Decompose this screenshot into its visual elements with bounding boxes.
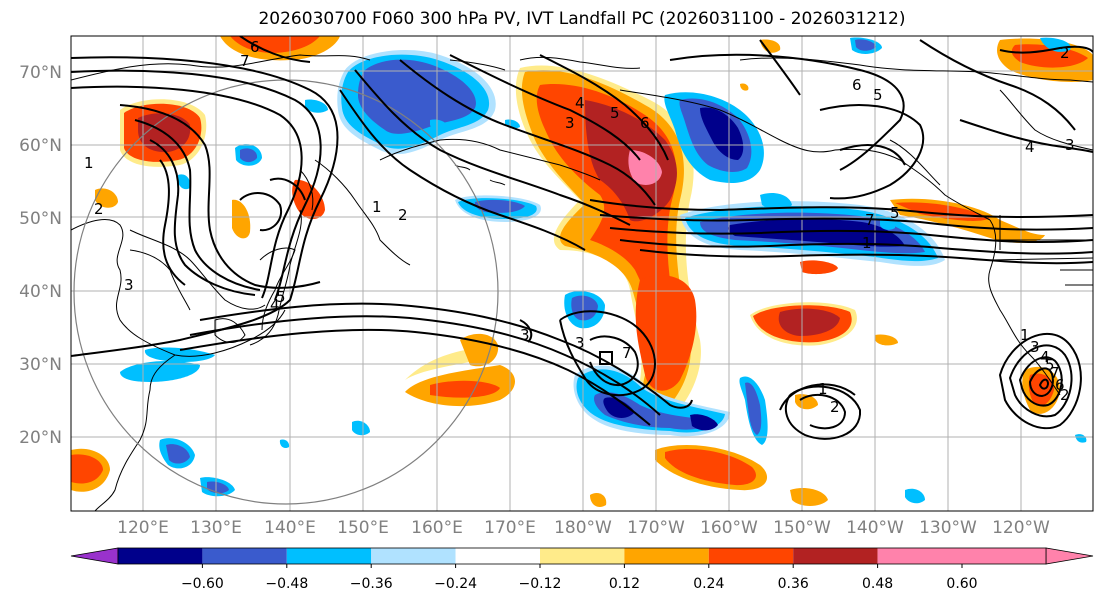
contour-label: 3 bbox=[520, 326, 530, 344]
colorbar-segment bbox=[624, 548, 709, 564]
contour-label: 5 bbox=[1045, 356, 1055, 374]
contour-label: 3 bbox=[575, 334, 585, 352]
contour-label: 3 bbox=[1030, 338, 1040, 356]
colorbar-tick-label: −0.36 bbox=[350, 576, 393, 592]
contour-label: 2 bbox=[830, 398, 840, 416]
contour-label: 7 bbox=[1050, 364, 1060, 382]
colorbar-tick-label: −0.60 bbox=[181, 576, 224, 592]
contour-label: 3 bbox=[565, 114, 575, 132]
colorbar-extend-low bbox=[70, 547, 119, 565]
latitude-labels: 70°N 60°N 50°N 40°N 30°N 20°N bbox=[19, 63, 62, 448]
contour-label: 5 bbox=[873, 86, 883, 104]
contour-label: 1 bbox=[818, 380, 828, 398]
colorbar-tick-label: 0.48 bbox=[862, 576, 893, 592]
longitude-labels: 120°E 130°E 140°E 150°E 160°E 170°E 180°… bbox=[117, 518, 1050, 538]
lon-label: 140°E bbox=[264, 518, 316, 538]
contour-labels: 1 2 3 4 5 6 7 1 2 3 3 7 6 5 4 3 5 6 1 2 … bbox=[84, 38, 1075, 416]
colorbar-segment bbox=[877, 548, 962, 564]
lon-label: 150°E bbox=[337, 518, 389, 538]
contour-label: 7 bbox=[240, 52, 250, 70]
lat-label: 20°N bbox=[19, 428, 62, 448]
contour-label: 1 bbox=[372, 198, 382, 216]
lon-label: 150°W bbox=[773, 518, 831, 538]
contour-label: 5 bbox=[890, 204, 900, 222]
contour-label: 1 bbox=[84, 154, 94, 172]
colorbar-tick-label: 0.60 bbox=[946, 576, 977, 592]
contour-label: 3 bbox=[1065, 136, 1075, 154]
lon-label: 130°W bbox=[919, 518, 977, 538]
map-title: 2026030700 F060 300 hPa PV, IVT Landfall… bbox=[258, 9, 906, 29]
contour-label: 1 bbox=[1020, 326, 1030, 344]
contour-label: 2 bbox=[398, 206, 408, 224]
lon-label: 120°E bbox=[117, 518, 169, 538]
lon-label: 170°W bbox=[627, 518, 685, 538]
colorbar-tick-label: −0.48 bbox=[265, 576, 308, 592]
lon-label: 180°W bbox=[554, 518, 612, 538]
colorbar-segment bbox=[793, 548, 878, 564]
contour-label: 4 bbox=[575, 94, 585, 112]
contour-label: 4 bbox=[1025, 138, 1035, 156]
map-area: 1 2 3 4 5 6 7 1 2 3 3 7 6 5 4 3 5 6 1 2 … bbox=[71, 36, 1093, 511]
lon-label: 160°E bbox=[411, 518, 463, 538]
contour-label: 6 bbox=[640, 114, 650, 132]
colorbar-outline bbox=[117, 547, 1047, 565]
colorbar-segment bbox=[708, 548, 794, 564]
lon-label: 140°W bbox=[846, 518, 904, 538]
colorbar-tick-label: 0.24 bbox=[693, 576, 724, 592]
lon-label: 160°W bbox=[700, 518, 758, 538]
pv-shading bbox=[71, 36, 1093, 507]
lon-label: 120°W bbox=[992, 518, 1050, 538]
contour-label: 2 bbox=[94, 200, 104, 218]
colorbar-extend-high bbox=[1045, 547, 1094, 565]
contour-label: 3 bbox=[124, 276, 134, 294]
contour-label: 7 bbox=[622, 344, 632, 362]
contour-label: 4 bbox=[1040, 348, 1050, 366]
grid-lines bbox=[71, 36, 1093, 511]
colorbar: −0.60 −0.48 −0.36 −0.24 −0.12 0.12 0.24 … bbox=[70, 547, 1094, 592]
contour-label: 6 bbox=[1055, 376, 1065, 394]
map-frame bbox=[70, 35, 1094, 512]
contour-label: 5 bbox=[610, 104, 620, 122]
contour-label: 6 bbox=[250, 38, 260, 56]
lon-label: 130°E bbox=[190, 518, 242, 538]
lon-label: 170°E bbox=[484, 518, 536, 538]
lat-label: 60°N bbox=[19, 136, 62, 156]
contour-label: 5 bbox=[276, 288, 286, 306]
contour-label: 2 bbox=[1060, 44, 1070, 62]
colorbar-segment bbox=[455, 548, 540, 564]
colorbar-tick-label: 0.36 bbox=[778, 576, 809, 592]
colorbar-segment bbox=[371, 548, 456, 564]
lat-label: 30°N bbox=[19, 355, 62, 375]
colorbar-segment bbox=[286, 548, 372, 564]
colorbar-segment bbox=[540, 548, 625, 564]
ivt-contours bbox=[71, 36, 1093, 440]
lat-label: 50°N bbox=[19, 209, 62, 229]
lat-label: 70°N bbox=[19, 63, 62, 83]
colorbar-tick-label: 0.12 bbox=[609, 576, 640, 592]
contour-label: 1 bbox=[862, 234, 872, 252]
colorbar-segment bbox=[202, 548, 287, 564]
colorbar-segment bbox=[118, 548, 203, 564]
contour-label: 7 bbox=[865, 211, 875, 229]
contour-label: 6 bbox=[852, 76, 862, 94]
contour-label: 4 bbox=[270, 296, 280, 314]
contour-label: 2 bbox=[1060, 386, 1070, 404]
lat-label: 40°N bbox=[19, 282, 62, 302]
colorbar-tick-label: −0.12 bbox=[519, 576, 562, 592]
colorbar-segment bbox=[962, 548, 1046, 564]
colorbar-tick-label: −0.24 bbox=[434, 576, 477, 592]
